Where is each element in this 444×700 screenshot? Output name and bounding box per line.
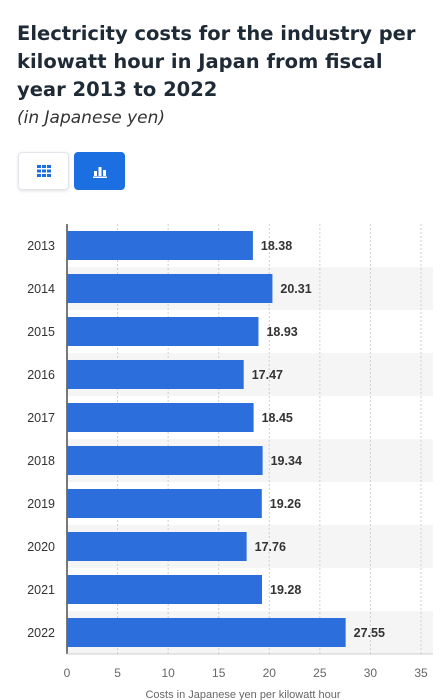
data-label: 17.76 [255, 540, 286, 554]
bar [67, 618, 346, 647]
data-label: 18.45 [262, 411, 293, 425]
bar [67, 532, 247, 561]
bar [67, 360, 244, 389]
bar [67, 446, 263, 475]
x-tick-label: 10 [161, 666, 175, 680]
table-grid-icon [36, 165, 51, 177]
bar [67, 231, 253, 260]
data-label: 18.38 [261, 239, 292, 253]
bar [67, 403, 254, 432]
data-label: 17.47 [252, 368, 283, 382]
data-label: 19.28 [270, 583, 301, 597]
category-label: 2019 [27, 497, 55, 511]
bar [67, 575, 263, 604]
category-label: 2013 [27, 239, 55, 253]
chart-area: 2013 18.38 2014 20.31 2015 18.93 2016 17.47 2017… [0, 215, 444, 700]
x-tick-label: 5 [114, 666, 121, 680]
chart-view-button[interactable] [74, 152, 125, 190]
x-tick-label: 20 [263, 666, 277, 680]
data-label: 20.31 [280, 282, 311, 296]
category-label: 2018 [27, 454, 55, 468]
chart-subtitle: (in Japanese yen) [17, 108, 166, 128]
category-label: 2022 [27, 626, 55, 640]
bar [67, 274, 273, 303]
data-label: 27.55 [354, 626, 385, 640]
bar [67, 489, 262, 518]
x-tick-label: 0 [64, 666, 71, 680]
category-label: 2015 [27, 325, 55, 339]
category-label: 2020 [27, 540, 55, 554]
table-view-button[interactable] [18, 152, 69, 190]
category-label: 2014 [27, 282, 55, 296]
x-tick-label: 15 [212, 666, 226, 680]
data-label: 18.93 [266, 325, 297, 339]
category-label: 2021 [27, 583, 55, 597]
x-tick-label: 35 [414, 666, 428, 680]
x-tick-label: 25 [313, 666, 327, 680]
category-label: 2017 [27, 411, 55, 425]
bar [67, 317, 259, 346]
bar-chart-icon [92, 166, 107, 178]
x-tick-label: 30 [364, 666, 378, 680]
x-axis-title: Costs in Japanese yen per kilowatt hour [145, 689, 340, 700]
data-label: 19.34 [271, 454, 302, 468]
chart-title: Electricity costs for the industry per k… [17, 22, 416, 101]
data-label: 19.26 [270, 497, 301, 511]
category-label: 2016 [27, 368, 55, 382]
